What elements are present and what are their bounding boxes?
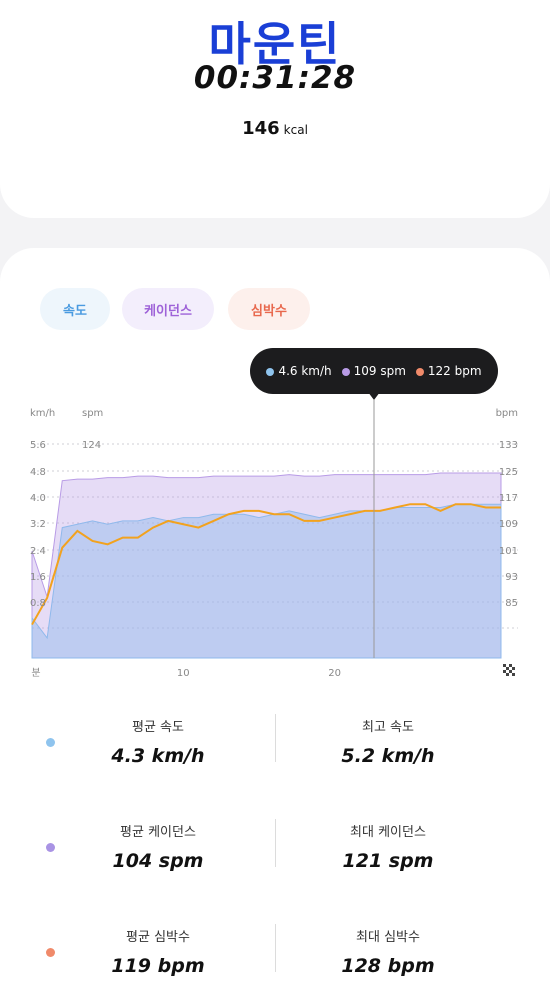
speed-dot-icon xyxy=(266,367,275,376)
flag-square xyxy=(503,670,506,673)
flag-square xyxy=(506,667,509,670)
heart-rate-line xyxy=(31,503,501,626)
chart-tooltip: 4.6 km/h 109 spm 122 bpm xyxy=(250,348,498,394)
left-tick-label: 4.0 xyxy=(30,493,46,504)
left-axis-unit: km/h xyxy=(30,408,55,419)
checkered-flag-icon xyxy=(503,664,515,676)
stat-value: 5.2 km/h xyxy=(341,745,435,767)
tooltip-heart-rate: 122 bpm xyxy=(415,364,482,378)
cadence-area xyxy=(31,472,502,659)
flag-square xyxy=(512,667,515,670)
right-tick-label: 101 xyxy=(499,546,518,557)
stat-max-cadence: 최대 케이던스 121 spm xyxy=(288,805,488,872)
workout-title: 마운틴 xyxy=(208,17,342,71)
stat-label: 최대 심박수 xyxy=(356,930,420,945)
stat-value: 4.3 km/h xyxy=(111,745,205,767)
x-tick-label: 20 xyxy=(328,668,341,679)
workout-chart[interactable]: km/h spm bpm 5.6 4.8 4.0 3.2 2.4 1.6 0.8 124 133 125… xyxy=(0,400,550,685)
right-tick-label: 93 xyxy=(505,572,518,583)
flag-square xyxy=(512,673,515,676)
stat-value: 119 bpm xyxy=(111,955,205,977)
stat-divider xyxy=(275,924,276,972)
speed-area xyxy=(31,503,502,659)
stat-avg-heart-rate: 평균 심박수 119 bpm xyxy=(58,910,258,977)
tooltip-cadence-value: 109 spm xyxy=(353,364,406,378)
stat-row-heart-rate: 평균 심박수 119 bpm 최대 심박수 128 bpm xyxy=(0,910,550,1000)
stat-max-heart-rate: 최대 심박수 128 bpm xyxy=(288,910,488,977)
right-tick-label: 109 xyxy=(499,519,518,530)
cadence-tick-label: 124 xyxy=(82,440,101,451)
cadence-dot-icon xyxy=(341,367,350,376)
left-tick-label: 1.6 xyxy=(30,572,46,583)
filter-heart-rate-chip[interactable]: 심박수 xyxy=(228,288,310,330)
stat-label: 평균 케이던스 xyxy=(120,825,196,840)
left-tick-label: 5.6 xyxy=(30,440,46,451)
right-tick-label: 133 xyxy=(499,440,518,451)
left-tick-label: 3.2 xyxy=(30,519,46,530)
stat-avg-speed: 평균 속도 4.3 km/h xyxy=(58,700,258,767)
right-tick-label: 85 xyxy=(505,598,518,609)
calories: 146 kcal xyxy=(0,118,550,139)
stat-label: 최대 케이던스 xyxy=(350,825,426,840)
stat-divider xyxy=(275,819,276,867)
flag-square xyxy=(509,664,512,667)
tooltip-heart-rate-value: 122 bpm xyxy=(427,364,482,378)
heart-rate-legend-dot-icon xyxy=(46,948,55,957)
filter-speed-chip[interactable]: 속도 xyxy=(40,288,110,330)
stat-value: 121 spm xyxy=(342,850,434,872)
flag-square xyxy=(503,664,506,667)
flag-square xyxy=(506,673,509,676)
heart-rate-dot-icon xyxy=(415,367,424,376)
stat-row-speed: 평균 속도 4.3 km/h 최고 속도 5.2 km/h xyxy=(0,700,550,790)
cadence-legend-dot-icon xyxy=(46,843,55,852)
right-axis-unit: bpm xyxy=(496,408,518,419)
right-tick-label: 117 xyxy=(499,493,518,504)
summary-card: 마운틴 00:31:28 146 kcal xyxy=(0,0,550,218)
right-tick-label: 125 xyxy=(499,467,518,478)
left-tick-label: 2.4 xyxy=(30,546,46,557)
cadence-axis-unit: spm xyxy=(82,408,103,419)
left-tick-label: 4.8 xyxy=(30,467,46,478)
tooltip-speed: 4.6 km/h xyxy=(266,364,332,378)
tooltip-cadence: 109 spm xyxy=(341,364,406,378)
stat-divider xyxy=(275,714,276,762)
x-tick-label: 10 xyxy=(177,668,190,679)
stat-row-cadence: 평균 케이던스 104 spm 최대 케이던스 121 spm xyxy=(0,805,550,895)
stat-value: 128 bpm xyxy=(341,955,435,977)
flag-square xyxy=(509,670,512,673)
stat-avg-cadence: 평균 케이던스 104 spm xyxy=(58,805,258,872)
stat-label: 평균 속도 xyxy=(132,720,184,735)
speed-legend-dot-icon xyxy=(46,738,55,747)
filter-cadence-chip[interactable]: 케이던스 xyxy=(122,288,214,330)
stat-label: 최고 속도 xyxy=(362,720,414,735)
calories-value: 146 xyxy=(242,118,280,139)
tooltip-pointer xyxy=(368,392,380,400)
stat-value: 104 spm xyxy=(112,850,204,872)
stat-max-speed: 최고 속도 5.2 km/h xyxy=(288,700,488,767)
left-tick-label: 0.8 xyxy=(30,598,46,609)
x-axis-unit: 분 xyxy=(31,667,40,679)
stat-label: 평균 심박수 xyxy=(126,930,190,945)
calories-unit: kcal xyxy=(283,123,308,137)
workout-duration: 00:31:28 xyxy=(193,60,357,96)
tooltip-speed-value: 4.6 km/h xyxy=(278,364,332,378)
